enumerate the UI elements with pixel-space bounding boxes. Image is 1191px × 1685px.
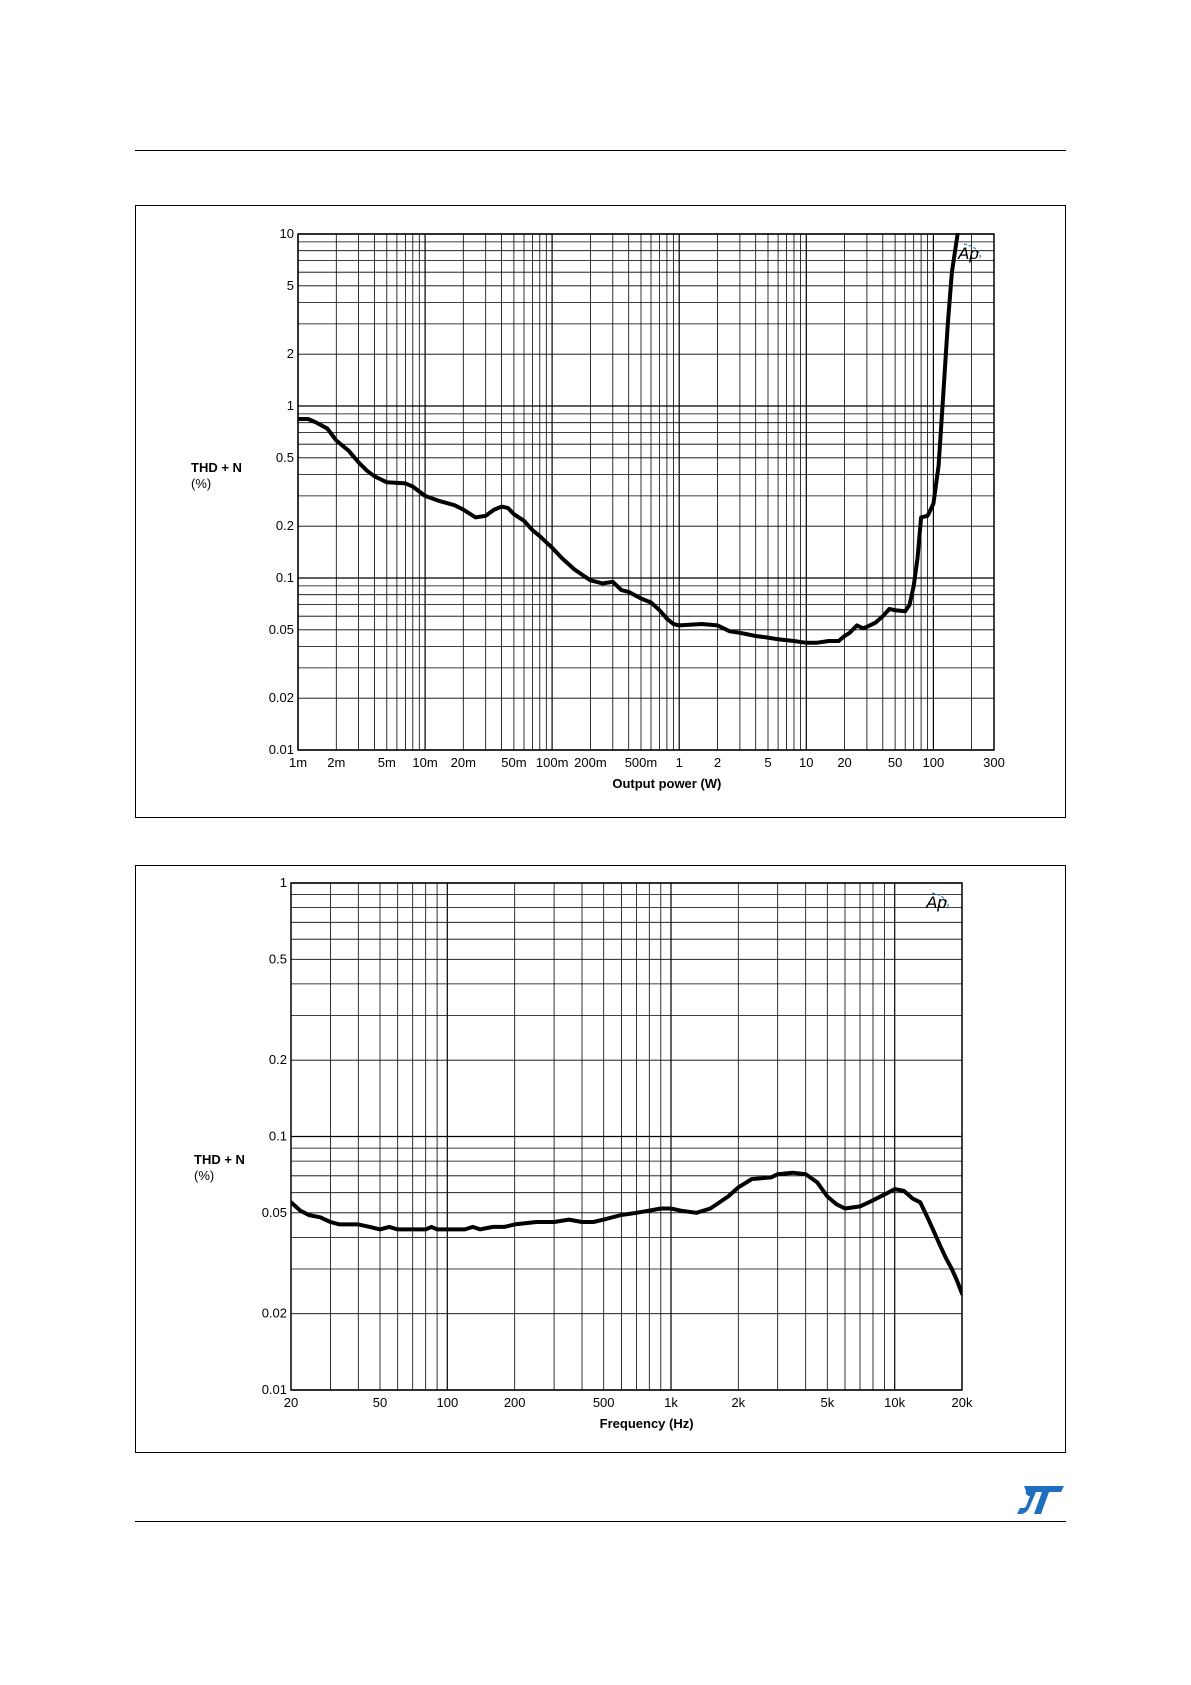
x-tick-label: 200m bbox=[574, 755, 607, 770]
y-tick-label: 1 bbox=[287, 398, 294, 413]
x-tick-label: 2k bbox=[731, 1395, 745, 1410]
x-axis-label: Output power (W) bbox=[612, 776, 721, 791]
x-tick-label: 10 bbox=[799, 755, 813, 770]
ap-logo-arc bbox=[963, 243, 981, 261]
y-axis-label-unit: (%) bbox=[191, 476, 212, 491]
y-tick-label: 0.02 bbox=[269, 690, 294, 705]
y-tick-label: 5 bbox=[287, 278, 294, 293]
x-tick-label: 20k bbox=[952, 1395, 973, 1410]
y-tick-label: 0.05 bbox=[269, 622, 294, 637]
y-tick-label: 0.2 bbox=[276, 518, 294, 533]
x-tick-label: 10m bbox=[412, 755, 437, 770]
ap-logo-arc bbox=[931, 892, 949, 910]
ap-logo-icon: Ap bbox=[957, 243, 981, 263]
y-tick-label: 0.2 bbox=[269, 1052, 287, 1067]
x-tick-label: 5k bbox=[820, 1395, 834, 1410]
x-tick-label: 500 bbox=[593, 1395, 615, 1410]
footer-rule bbox=[135, 1521, 1066, 1522]
y-tick-label: 2 bbox=[287, 346, 294, 361]
x-tick-label: 1k bbox=[664, 1395, 678, 1410]
series-line bbox=[298, 233, 960, 645]
y-tick-label: 0.1 bbox=[276, 570, 294, 585]
plot-frame bbox=[297, 233, 995, 751]
x-tick-label: 50m bbox=[501, 755, 526, 770]
x-tick-label: 200 bbox=[504, 1395, 526, 1410]
y-tick-label: 0.02 bbox=[262, 1306, 287, 1321]
y-axis-label-unit: (%) bbox=[194, 1168, 215, 1183]
x-tick-label: 100 bbox=[923, 755, 945, 770]
x-tick-label: 5m bbox=[378, 755, 396, 770]
x-tick-label: 2m bbox=[327, 755, 345, 770]
y-axis-label-line1: THD + N bbox=[194, 1152, 245, 1167]
plot-area bbox=[298, 234, 994, 750]
x-axis-label: Frequency (Hz) bbox=[600, 1416, 694, 1431]
x-tick-label: 100m bbox=[536, 755, 569, 770]
y-tick-label: 1 bbox=[280, 875, 287, 890]
x-tick-label: 100 bbox=[436, 1395, 458, 1410]
header-rule bbox=[135, 150, 1066, 151]
st-logo-icon bbox=[1017, 1486, 1064, 1514]
y-tick-label: 0.5 bbox=[269, 951, 287, 966]
x-tick-label: 300 bbox=[983, 755, 1005, 770]
x-tick-label: 20 bbox=[284, 1395, 298, 1410]
x-tick-label: 50 bbox=[373, 1395, 387, 1410]
x-tick-label: 500m bbox=[625, 755, 658, 770]
x-tick-label: 10k bbox=[884, 1395, 905, 1410]
plot-frame bbox=[290, 882, 963, 1391]
ap-logo-text: Ap bbox=[957, 244, 979, 263]
x-tick-label: 20m bbox=[451, 755, 476, 770]
chart-panel-power: THD + N (%) 10 5 2 1 0.5 0.2 0.1 0.05 0.02 0.01 1m… bbox=[135, 205, 1066, 818]
series-line bbox=[291, 1170, 962, 1296]
x-tick-label: 50 bbox=[888, 755, 902, 770]
y-tick-label: 0.01 bbox=[269, 742, 294, 757]
y-tick-label: 0.5 bbox=[276, 450, 294, 465]
ap-logo-icon: Ap bbox=[925, 892, 949, 912]
x-tick-label: 2 bbox=[714, 755, 721, 770]
x-tick-label: 1 bbox=[676, 755, 683, 770]
ap-logo-text: Ap bbox=[925, 893, 947, 912]
y-tick-label: 0.05 bbox=[262, 1205, 287, 1220]
chart-panel-frequency: THD + N (%) 1 0.5 0.2 0.1 0.05 0.02 0.01 20 50 10… bbox=[135, 865, 1066, 1453]
y-axis-label: THD + N (%) bbox=[191, 460, 242, 492]
x-tick-label: 20 bbox=[837, 755, 851, 770]
y-axis-label-line1: THD + N bbox=[191, 460, 242, 475]
y-tick-label: 0.1 bbox=[269, 1129, 287, 1144]
y-tick-label: 10 bbox=[280, 226, 294, 241]
y-tick-label: 0.01 bbox=[262, 1382, 287, 1397]
x-tick-label: 5 bbox=[764, 755, 771, 770]
x-tick-label: 1m bbox=[289, 755, 307, 770]
y-axis-label: THD + N (%) bbox=[194, 1152, 245, 1184]
